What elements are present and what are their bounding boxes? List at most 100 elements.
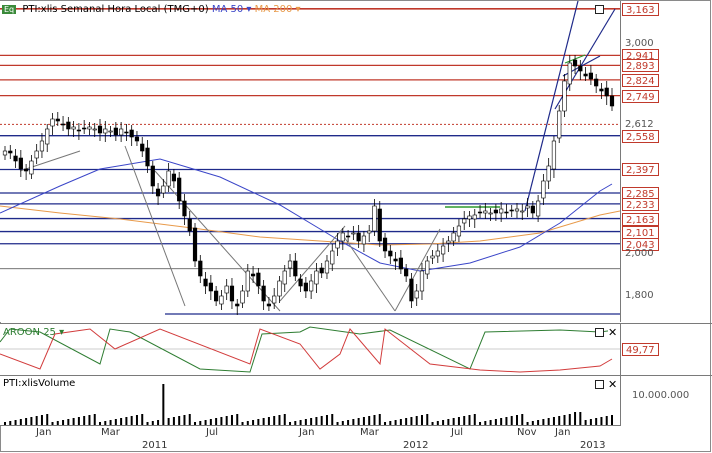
volume-bar xyxy=(273,416,276,426)
price-level-label: 2,612 xyxy=(625,119,654,131)
volume-bar xyxy=(215,418,218,426)
volume-bar xyxy=(452,418,455,426)
candle-body xyxy=(282,270,287,285)
candle-body xyxy=(504,211,509,214)
volume-bar xyxy=(262,418,265,426)
volume-bar xyxy=(178,416,181,426)
candle-body xyxy=(562,80,567,112)
candle-body xyxy=(404,268,409,277)
candle-body xyxy=(303,282,308,292)
volume-bar xyxy=(257,419,260,426)
volume-bar xyxy=(278,415,281,426)
channel-line xyxy=(524,1,579,212)
maximize-volume-panel-icon[interactable] xyxy=(595,380,604,389)
volume-bar xyxy=(125,417,128,426)
volume-bar xyxy=(500,418,503,426)
candle-body xyxy=(367,230,372,234)
volume-bar xyxy=(146,422,149,426)
volume-bar xyxy=(605,416,608,426)
candle-body xyxy=(92,128,97,131)
volume-bar xyxy=(531,421,534,426)
ma200-legend[interactable]: MA 200 ▾ xyxy=(254,4,301,15)
candle-body xyxy=(451,232,456,242)
close-aroon-panel-icon[interactable]: ✕ xyxy=(608,326,618,339)
volume-bar xyxy=(447,419,450,426)
close-volume-panel-icon[interactable]: ✕ xyxy=(608,378,618,391)
candle-body xyxy=(240,290,245,304)
volume-bar xyxy=(40,415,43,426)
candle-body xyxy=(578,65,583,72)
candle-body xyxy=(567,62,572,85)
year-label: 2011 xyxy=(142,440,168,451)
candle-body xyxy=(435,250,440,257)
volume-bar xyxy=(283,414,286,426)
candle-body xyxy=(419,270,425,292)
month-label: Jan xyxy=(555,427,571,438)
candle-body xyxy=(150,165,155,187)
volume-bar xyxy=(579,412,582,426)
candle-body xyxy=(18,157,23,170)
volume-bar xyxy=(347,420,350,426)
volume-bar xyxy=(199,421,202,426)
candle-body xyxy=(483,210,488,214)
candle-body xyxy=(272,295,277,304)
maximize-aroon-panel-icon[interactable] xyxy=(595,328,604,337)
volume-bar xyxy=(236,414,239,426)
volume-bar xyxy=(431,422,434,426)
candle-body xyxy=(50,118,55,127)
volume-bar xyxy=(230,415,233,426)
volume-bar xyxy=(77,417,80,426)
price-axis xyxy=(620,1,712,322)
candle-body xyxy=(446,240,451,244)
volume-bar xyxy=(489,420,492,426)
volume-bar xyxy=(420,415,423,426)
month-label: Mar xyxy=(360,427,379,438)
volume-bar xyxy=(600,417,603,426)
volume-bar xyxy=(568,414,571,426)
volume-bar xyxy=(25,418,28,426)
candle-body xyxy=(514,208,520,212)
time-axis[interactable]: Jan Mar Jul Jan Mar Jul Nov Jan 2011 2012 2013 xyxy=(0,425,620,452)
volume-panel[interactable]: PTI:xlisVolume ✕ xyxy=(0,375,620,426)
volume-bar xyxy=(547,418,550,426)
candle-body xyxy=(13,155,18,162)
chart-title[interactable]: PTI:xlis Semanal Hora Local (TMG+0) xyxy=(22,4,209,15)
candle-body xyxy=(161,185,166,194)
candle-body xyxy=(425,260,430,275)
candle-body xyxy=(224,285,229,294)
aroon-panel[interactable]: AROON 25 ▾ ✕ xyxy=(0,323,620,375)
volume-bar xyxy=(14,420,17,426)
candle-body xyxy=(440,245,446,255)
volume-bar xyxy=(463,416,466,426)
ma200-line xyxy=(0,205,620,246)
candle-body xyxy=(71,126,76,130)
volume-bar xyxy=(72,418,75,426)
volume-title[interactable]: PTI:xlisVolume xyxy=(3,378,76,389)
volume-bar xyxy=(220,417,223,426)
candle-body xyxy=(198,260,203,277)
aroon-title[interactable]: AROON 25 ▾ xyxy=(3,327,65,338)
candle-body xyxy=(551,140,557,170)
price-panel[interactable]: Eq PTI:xlis Semanal Hora Local (TMG+0) M… xyxy=(0,1,620,322)
volume-bar xyxy=(368,416,371,426)
year-label: 2012 xyxy=(403,440,429,451)
trend-line xyxy=(279,225,346,302)
candle-body xyxy=(314,270,319,285)
candle-body xyxy=(60,123,66,126)
candle-body xyxy=(541,180,546,199)
equity-badge: Eq xyxy=(2,5,17,14)
volume-bar xyxy=(299,420,302,426)
price-level-label: 3,163 xyxy=(622,2,659,16)
volume-bar xyxy=(526,422,529,426)
candle-body xyxy=(430,255,435,259)
ma50-legend[interactable]: MA 50 ▾ xyxy=(211,4,252,15)
candle-body xyxy=(330,250,335,265)
trend-line xyxy=(154,170,281,312)
candle-body xyxy=(599,88,604,92)
ma50-line xyxy=(0,158,613,272)
price-level-label: 2,000 xyxy=(625,247,654,259)
volume-bar xyxy=(352,419,355,426)
volume-bar xyxy=(405,418,408,426)
candle-body xyxy=(382,237,388,252)
maximize-price-panel-icon[interactable] xyxy=(595,5,604,14)
